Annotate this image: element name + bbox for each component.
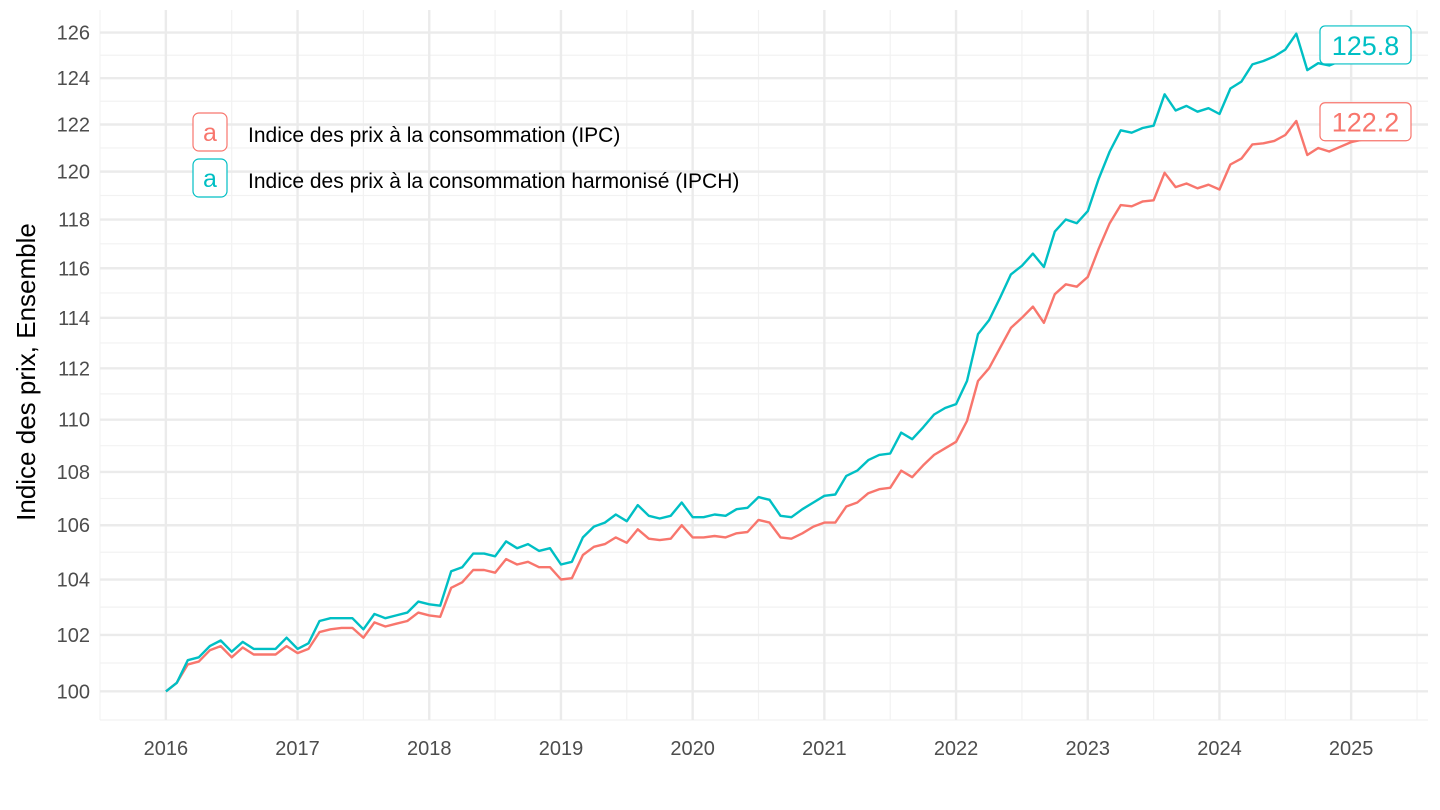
series-line-ipc <box>165 119 1363 693</box>
end-label-ipc: 122.2 <box>1319 102 1412 142</box>
end-label-box <box>1319 25 1412 65</box>
x-tick-label: 2022 <box>934 738 979 760</box>
x-tick-label: 2016 <box>144 738 189 760</box>
y-axis-title: Indice des prix, Ensemble <box>11 223 41 521</box>
end-label-text: 122.2 <box>1332 108 1400 138</box>
x-axis-ticks: 2016 2017 2018 2019 2020 2021 2022 2023 2024 2025 <box>144 738 1374 760</box>
y-tick-label: 124 <box>57 68 90 90</box>
y-tick-label: 122 <box>57 114 90 136</box>
end-label-text: 125.8 <box>1332 31 1400 61</box>
x-tick-label: 2023 <box>1066 738 1111 760</box>
x-tick-label: 2020 <box>670 738 715 760</box>
y-tick-label: 118 <box>58 210 90 232</box>
end-labels: 122.2 125.8 <box>1319 25 1412 142</box>
y-axis-ticks: 100 102 104 106 108 110 112 114 116 118 120 122 124 1… <box>57 23 90 704</box>
x-tick-label: 2019 <box>539 738 584 760</box>
y-tick-label: 116 <box>58 258 90 280</box>
grid <box>99 10 1428 721</box>
series-line-ipch <box>165 32 1363 693</box>
y-tick-label: 126 <box>57 23 90 45</box>
y-tick-label: 112 <box>58 358 90 380</box>
x-tick-label: 2021 <box>802 738 847 760</box>
y-tick-label: 110 <box>58 410 90 432</box>
end-label-ipch: 125.8 <box>1319 25 1412 65</box>
legend-item-ipch: a Indice des prix à la consommation harmo… <box>192 158 739 198</box>
x-tick-label: 2025 <box>1329 738 1374 760</box>
end-label-box <box>1319 102 1412 142</box>
legend-key-glyph: a <box>203 119 217 147</box>
y-tick-label: 114 <box>58 308 90 330</box>
y-tick-label: 102 <box>57 625 90 647</box>
y-tick-label: 100 <box>57 681 90 703</box>
legend: a Indice des prix à la consommation (IPC)… <box>192 112 739 198</box>
y-tick-label: 120 <box>57 162 90 184</box>
y-tick-label: 104 <box>57 570 90 592</box>
series-lines <box>165 32 1363 693</box>
legend-item-ipc: a Indice des prix à la consommation (IPC) <box>192 112 620 152</box>
legend-key-glyph: a <box>203 165 217 193</box>
legend-label: Indice des prix à la consommation harmon… <box>248 170 739 193</box>
y-tick-label: 106 <box>57 515 90 537</box>
x-tick-label: 2024 <box>1197 738 1242 760</box>
legend-key-box <box>192 112 228 152</box>
y-tick-label: 108 <box>57 462 90 484</box>
x-tick-label: 2018 <box>407 738 452 760</box>
legend-key-box <box>192 158 228 198</box>
x-tick-label: 2017 <box>275 738 320 760</box>
legend-label: Indice des prix à la consommation (IPC) <box>248 124 620 147</box>
